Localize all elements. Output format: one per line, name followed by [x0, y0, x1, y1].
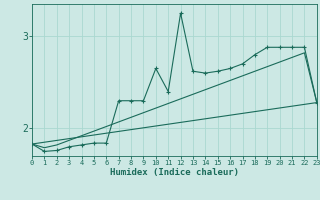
X-axis label: Humidex (Indice chaleur): Humidex (Indice chaleur) [110, 168, 239, 177]
